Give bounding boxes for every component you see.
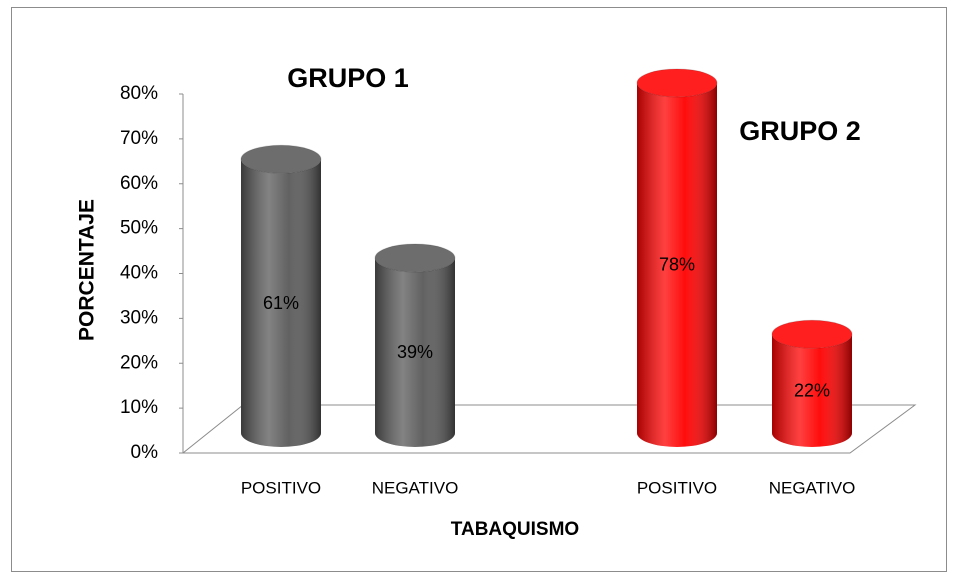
x-tick-label: POSITIVO (637, 478, 717, 497)
x-tick-label: POSITIVO (241, 478, 321, 497)
y-tick-label: 30% (120, 307, 158, 328)
y-tick-label: 60% (120, 173, 158, 194)
x-axis-label: TABAQUISMO (451, 519, 579, 540)
chart-border (11, 7, 947, 572)
y-tick-label: 0% (131, 442, 159, 463)
bar-top (374, 243, 456, 273)
y-tick-label: 70% (120, 128, 158, 149)
data-label: 61% (263, 293, 299, 313)
bar-top (636, 68, 718, 98)
bar-top-shade (637, 68, 717, 97)
bar-shade (375, 257, 455, 447)
bar-top-shade (375, 243, 455, 272)
group-label: GRUPO 1 (287, 63, 409, 93)
data-label: 78% (659, 255, 695, 275)
y-axis-label: PORCENTAJE (76, 199, 99, 341)
group-label: GRUPO 2 (739, 116, 861, 146)
data-label: 39% (397, 342, 433, 362)
bar-top-shade (241, 145, 321, 174)
y-tick-label: 10% (120, 397, 158, 418)
floor (181, 404, 917, 454)
bar-shade (772, 334, 852, 447)
data-label: 22% (794, 380, 830, 400)
bar-shade (241, 159, 321, 447)
y-tick-label: 40% (120, 263, 158, 284)
bar-top-shade (772, 320, 852, 349)
bar-shade (637, 82, 718, 447)
x-tick-label: NEGATIVO (372, 478, 459, 497)
bar-top (240, 144, 322, 174)
bar-top (771, 319, 853, 349)
y-tick-label: 50% (120, 218, 158, 239)
x-tick-label: NEGATIVO (769, 478, 856, 497)
y-tick-label: 80% (120, 83, 158, 104)
y-tick-label: 20% (120, 352, 158, 373)
